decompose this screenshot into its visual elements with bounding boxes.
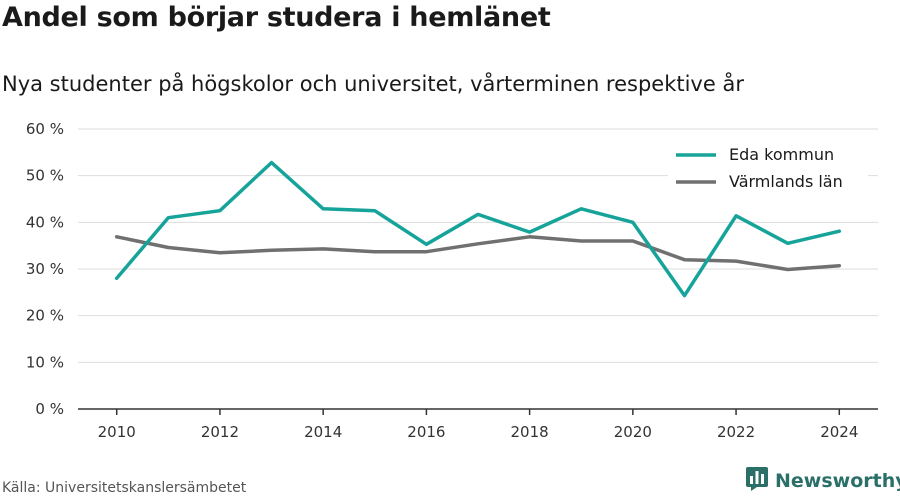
x-tick-label: 2022 <box>717 423 755 441</box>
x-tick-label: 2020 <box>614 423 652 441</box>
brand-logo: Newsworthy <box>745 466 900 496</box>
x-tick-label: 2012 <box>201 423 239 441</box>
x-tick-label: 2018 <box>511 423 549 441</box>
y-tick-label: 0 % <box>35 400 64 418</box>
y-tick-label: 60 % <box>26 120 64 138</box>
y-tick-label: 10 % <box>26 353 64 371</box>
chart-title: Andel som börjar studera i hemlänet <box>2 2 551 33</box>
x-tick-label: 2010 <box>98 423 136 441</box>
x-tick-label: 2016 <box>407 423 445 441</box>
y-tick-label: 50 % <box>26 167 64 185</box>
chart-subtitle: Nya studenter på högskolor och universit… <box>2 72 744 96</box>
brand-name: Newsworthy <box>775 470 900 492</box>
legend-label: Värmlands län <box>729 172 843 191</box>
x-tick-label: 2024 <box>820 423 858 441</box>
bar-chart-logo-icon <box>745 466 769 496</box>
source-note: Källa: Universitetskanslersämbetet <box>2 480 247 496</box>
varmlands-lan-line <box>114 235 842 272</box>
eda-kommun-line <box>114 160 842 298</box>
y-tick-label: 30 % <box>26 260 64 278</box>
x-tick-label: 2014 <box>304 423 342 441</box>
legend-label: Eda kommun <box>729 145 834 164</box>
legend-box <box>668 140 868 196</box>
y-tick-label: 40 % <box>26 213 64 231</box>
y-tick-label: 20 % <box>26 307 64 325</box>
